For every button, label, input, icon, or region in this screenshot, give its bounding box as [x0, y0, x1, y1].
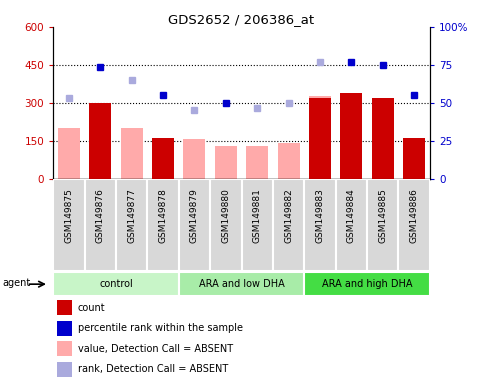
Bar: [179, 179, 210, 271]
Text: GSM149885: GSM149885: [378, 188, 387, 243]
Bar: [398, 179, 430, 271]
Text: GSM149883: GSM149883: [315, 188, 325, 243]
Text: agent: agent: [3, 278, 31, 288]
Bar: [309, 96, 331, 179]
Title: GDS2652 / 206386_at: GDS2652 / 206386_at: [169, 13, 314, 26]
Text: GSM149877: GSM149877: [127, 188, 136, 243]
Bar: [309, 98, 331, 179]
Bar: [341, 93, 362, 179]
Bar: [242, 179, 273, 271]
Text: value, Detection Call = ABSENT: value, Detection Call = ABSENT: [78, 344, 233, 354]
Text: GSM149876: GSM149876: [96, 188, 105, 243]
Bar: [246, 146, 268, 179]
Text: GSM149880: GSM149880: [221, 188, 230, 243]
Bar: [57, 362, 72, 377]
Text: ARA and low DHA: ARA and low DHA: [199, 279, 284, 289]
Bar: [121, 128, 142, 179]
Bar: [372, 98, 394, 179]
Text: GSM149878: GSM149878: [158, 188, 168, 243]
Bar: [58, 128, 80, 179]
Bar: [147, 179, 179, 271]
Text: GSM149886: GSM149886: [410, 188, 419, 243]
Bar: [304, 272, 430, 296]
Bar: [179, 272, 304, 296]
Bar: [85, 179, 116, 271]
Text: percentile rank within the sample: percentile rank within the sample: [78, 323, 242, 333]
Bar: [278, 143, 299, 179]
Bar: [53, 179, 85, 271]
Bar: [403, 138, 425, 179]
Bar: [215, 146, 237, 179]
Text: rank, Detection Call = ABSENT: rank, Detection Call = ABSENT: [78, 364, 228, 374]
Bar: [89, 103, 111, 179]
Bar: [336, 179, 367, 271]
Text: GSM149881: GSM149881: [253, 188, 262, 243]
Text: GSM149875: GSM149875: [64, 188, 73, 243]
Text: GSM149882: GSM149882: [284, 188, 293, 243]
Text: control: control: [99, 279, 133, 289]
Text: count: count: [78, 303, 105, 313]
Bar: [367, 179, 398, 271]
Text: ARA and high DHA: ARA and high DHA: [322, 279, 412, 289]
Bar: [184, 139, 205, 179]
Bar: [273, 179, 304, 271]
Bar: [304, 179, 336, 271]
Bar: [53, 272, 179, 296]
Bar: [403, 138, 425, 179]
Text: GSM149884: GSM149884: [347, 188, 356, 243]
Bar: [152, 138, 174, 179]
Bar: [210, 179, 242, 271]
Text: GSM149879: GSM149879: [190, 188, 199, 243]
Bar: [57, 341, 72, 356]
Bar: [57, 300, 72, 315]
Bar: [116, 179, 147, 271]
Bar: [57, 321, 72, 336]
